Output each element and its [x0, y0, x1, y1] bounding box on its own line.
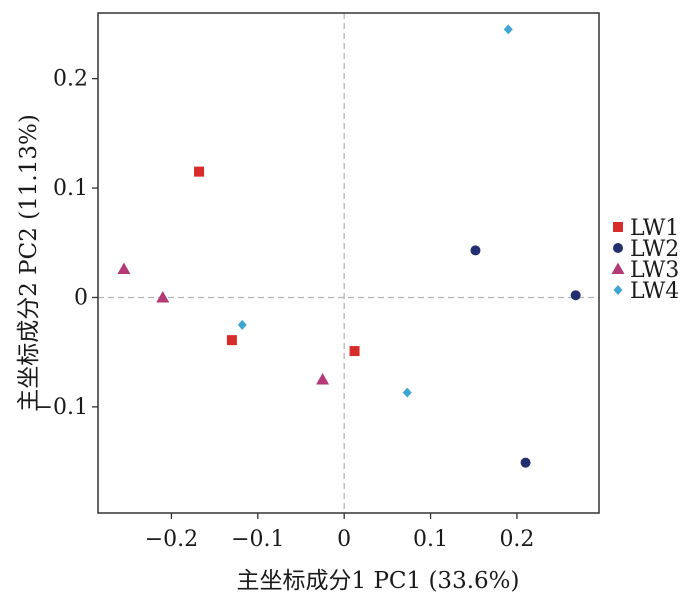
axis-ticks: −0.2 −0.1 0 0.1 0.2 −0.1 0 0.1 0.2	[35, 67, 535, 552]
point-lw4	[237, 319, 247, 330]
point-lw3	[316, 373, 330, 385]
point-lw4	[503, 24, 513, 35]
legend-label-lw3: LW3	[630, 258, 679, 283]
y-axis-title: 主坐标成分2 PC2 (11.13%)	[16, 114, 42, 412]
legend-label-lw1: LW1	[630, 216, 679, 241]
legend-marker-lw3	[611, 262, 625, 274]
point-lw3	[117, 262, 131, 275]
plot-frame	[97, 12, 600, 514]
y-tick-label: −0.1	[35, 395, 88, 420]
point-lw1	[349, 346, 360, 357]
legend-label-lw4: LW4	[630, 279, 679, 304]
point-lw2	[470, 245, 481, 256]
x-tick-label: −0.1	[231, 527, 284, 552]
point-lw2	[570, 290, 581, 301]
legend-marker-lw1	[613, 222, 623, 232]
zero-reference-lines	[98, 13, 599, 513]
point-lw4	[402, 387, 412, 398]
x-tick-label: −0.2	[145, 527, 198, 552]
legend-label-lw2: LW2	[630, 237, 679, 262]
legend-marker-lw4	[613, 285, 623, 295]
point-lw1	[194, 166, 205, 177]
point-lw2	[520, 457, 531, 468]
x-tick-label: 0.1	[413, 527, 448, 552]
legend-marker-lw2	[613, 243, 623, 253]
x-tick-label: 0	[337, 527, 351, 552]
data-points	[117, 24, 581, 468]
point-lw3	[156, 290, 170, 303]
y-tick-label: 0.1	[53, 176, 88, 201]
y-tick-label: 0.2	[53, 67, 88, 92]
point-lw1	[226, 335, 237, 346]
y-tick-label: 0	[74, 285, 88, 310]
x-axis-title: 主坐标成分1 PC1 (33.6%)	[237, 568, 520, 594]
x-tick-label: 0.2	[499, 527, 534, 552]
